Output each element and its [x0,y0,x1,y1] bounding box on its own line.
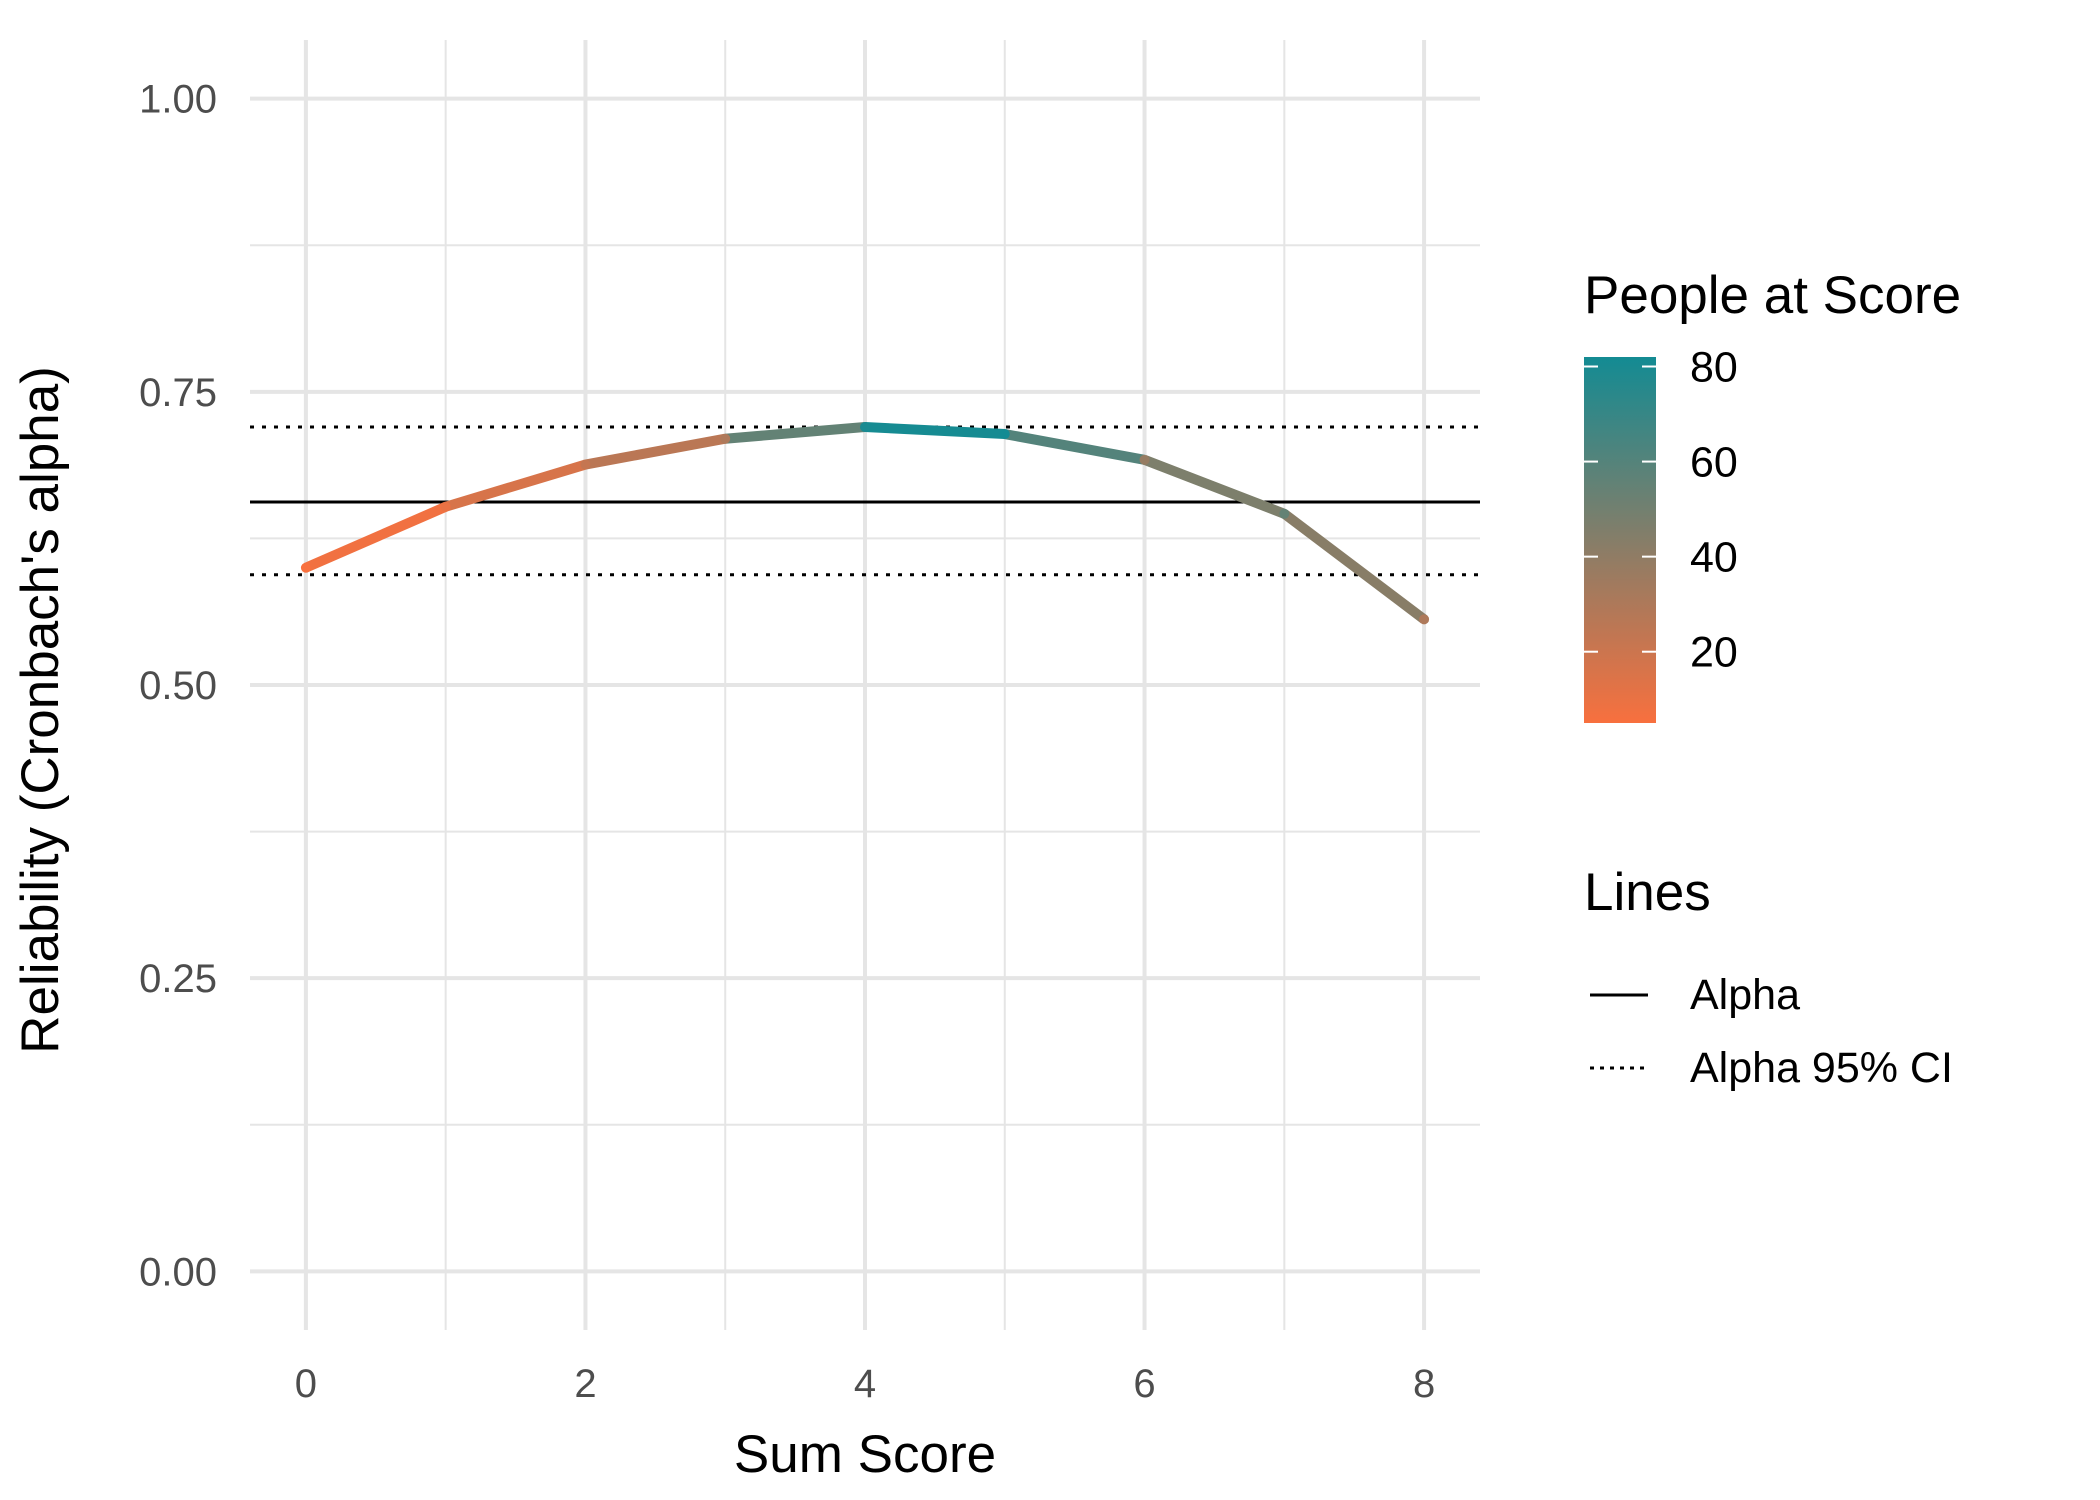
y-tick-label: 0.00 [139,1250,217,1294]
data-point [999,429,1010,440]
y-tick-label: 0.75 [139,371,217,415]
legend-label-alpha-ci: Alpha 95% CI [1690,1044,1953,1092]
series-segment [1142,455,1287,519]
data-point [720,433,731,444]
x-tick-label: 6 [1133,1362,1155,1406]
color-legend-title: People at Score [1584,266,1961,325]
color-legend: People at Score 20 40 60 80 [1584,266,1961,723]
x-tick-label: 0 [295,1362,317,1406]
x-tick-label: 8 [1413,1362,1435,1406]
series-line [300,422,1430,625]
colorbar-tick-label: 20 [1690,629,1738,677]
legend-label-alpha: Alpha [1690,971,1800,1019]
series-segment [1281,509,1428,624]
data-point [1279,508,1290,519]
grid [250,40,1480,1330]
data-point [1419,614,1430,625]
series-segment [303,502,448,573]
colorbar-tick-label: 60 [1690,439,1738,487]
series-segment [864,422,1006,440]
data-point [300,562,311,573]
data-point [440,501,451,512]
series-segment [1003,429,1146,465]
x-tick-label: 2 [574,1362,596,1406]
y-tick-label: 1.00 [139,78,217,122]
y-axis-title: Reliability (Cronbach's alpha) [11,366,70,1054]
colorbar [1584,357,1656,723]
data-point [580,459,591,470]
y-tick-label: 0.50 [139,664,217,708]
data-point [1139,454,1150,465]
line-legend: Lines Alpha Alpha 95% CI [1584,863,1953,1092]
colorbar-tick-label: 80 [1690,344,1738,392]
line-legend-title: Lines [1584,863,1711,922]
colorbar-ticks: 20 40 60 80 [1584,344,1738,677]
data-point [860,422,870,432]
series-segment [724,422,866,444]
colorbar-tick-label: 40 [1690,534,1738,582]
series-segment [584,433,727,470]
series-segment [444,459,587,512]
y-tick-label: 0.25 [139,957,217,1001]
axes: 0 2 4 6 8 0.00 0.25 0.50 0.75 1.00 [139,78,1435,1406]
x-tick-label: 4 [854,1362,876,1406]
x-axis-title: Sum Score [734,1425,996,1484]
